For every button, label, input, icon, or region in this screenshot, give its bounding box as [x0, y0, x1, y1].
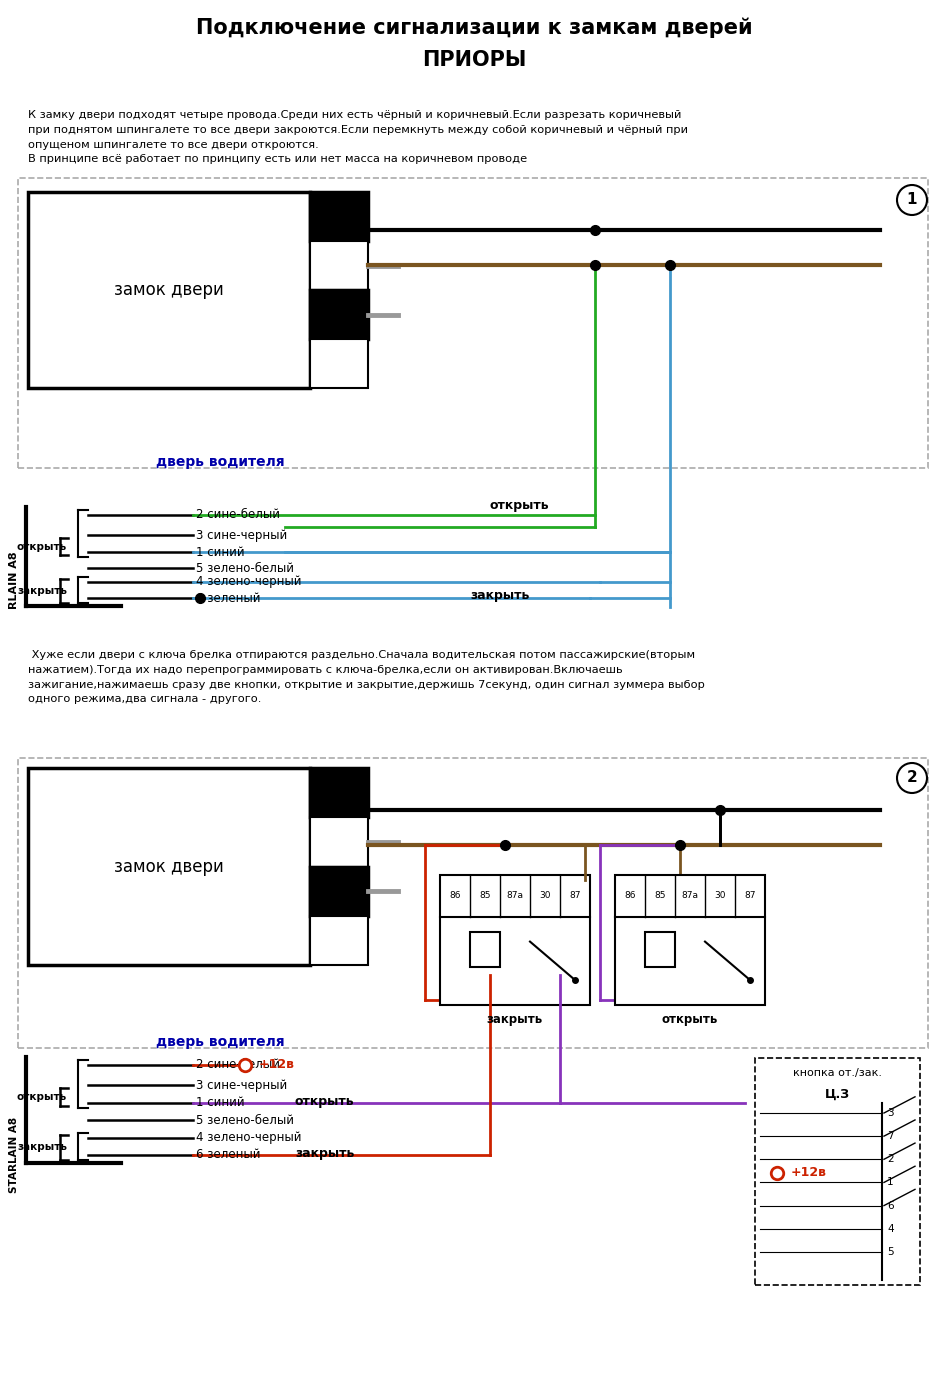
Bar: [645, 931, 675, 966]
Text: 85: 85: [654, 892, 665, 900]
Text: 5 зелено-белый: 5 зелено-белый: [196, 1113, 294, 1127]
Text: дверь водителя: дверь водителя: [155, 1035, 284, 1048]
Text: открыть: открыть: [662, 1014, 719, 1026]
Circle shape: [897, 763, 927, 793]
Bar: [615, 875, 765, 1005]
Text: закрыть: закрыть: [17, 586, 67, 596]
Bar: [310, 818, 368, 867]
Text: 3 сине-черный: 3 сине-черный: [196, 528, 287, 541]
Bar: [310, 338, 368, 389]
Text: 87a: 87a: [682, 892, 699, 900]
Bar: [28, 192, 310, 389]
Text: замок двери: замок двери: [114, 857, 224, 875]
Bar: [440, 875, 590, 1005]
Text: замок двери: замок двери: [114, 281, 224, 299]
Text: 4: 4: [887, 1223, 894, 1233]
Text: 87: 87: [569, 892, 581, 900]
Text: дверь водителя: дверь водителя: [155, 454, 284, 468]
Text: 1 синий: 1 синий: [196, 545, 245, 558]
Text: 87a: 87a: [506, 892, 523, 900]
Text: 86: 86: [624, 892, 636, 900]
Text: 5 зелено-белый: 5 зелено-белый: [196, 562, 294, 575]
Bar: [310, 768, 368, 818]
Bar: [310, 867, 368, 916]
Text: закрыть: закрыть: [17, 1142, 67, 1152]
Text: 1: 1: [887, 1177, 894, 1187]
Text: 5: 5: [887, 1247, 894, 1257]
Text: STARLAIN A8: STARLAIN A8: [9, 1117, 19, 1192]
Bar: [310, 289, 368, 338]
Text: ПРИОРЫ: ПРИОРЫ: [422, 50, 526, 70]
Text: 3 сине-черный: 3 сине-черный: [196, 1078, 287, 1092]
Text: 87: 87: [744, 892, 756, 900]
Bar: [310, 916, 368, 965]
Text: Подключение сигнализации к замкам дверей: Подключение сигнализации к замкам дверей: [195, 18, 753, 39]
Text: 30: 30: [714, 892, 726, 900]
Text: 1 синий: 1 синий: [196, 1096, 245, 1110]
Bar: [310, 240, 368, 289]
Text: открыть: открыть: [490, 499, 550, 512]
Text: закрыть: закрыть: [295, 1146, 355, 1159]
Text: открыть: открыть: [295, 1095, 355, 1107]
Text: 4 зелено-черный: 4 зелено-черный: [196, 1131, 301, 1145]
Text: 6: 6: [887, 1201, 894, 1211]
Text: 6 зеленый: 6 зеленый: [196, 591, 261, 604]
Circle shape: [897, 185, 927, 215]
Bar: [18, 178, 928, 468]
Text: +12в: +12в: [259, 1058, 295, 1071]
Bar: [28, 768, 310, 965]
Text: Хуже если двери с ключа брелка отпираются раздельно.Сначала водительская потом п: Хуже если двери с ключа брелка отпираютс…: [28, 650, 705, 705]
Text: +12в: +12в: [791, 1166, 827, 1180]
Bar: [470, 931, 500, 966]
Text: 3: 3: [887, 1109, 894, 1118]
Text: К замку двери подходят четыре провода.Среди них есть чёрный и коричневый.Если ра: К замку двери подходят четыре провода.Ср…: [28, 110, 688, 165]
Bar: [755, 1058, 920, 1285]
Text: 1: 1: [906, 193, 918, 207]
Text: RLAIN A8: RLAIN A8: [9, 551, 19, 608]
Text: открыть: открыть: [17, 541, 67, 551]
Text: 85: 85: [480, 892, 491, 900]
Text: закрыть: закрыть: [470, 590, 529, 603]
Text: 6 зеленый: 6 зеленый: [196, 1149, 261, 1162]
Text: кнопка от./зак.: кнопка от./зак.: [793, 1068, 882, 1078]
Bar: [18, 758, 928, 1048]
Text: закрыть: закрыть: [487, 1014, 543, 1026]
Text: 2 сине-белый: 2 сине-белый: [196, 1058, 280, 1071]
Text: 2: 2: [887, 1155, 894, 1165]
Text: 7: 7: [887, 1131, 894, 1141]
Text: открыть: открыть: [17, 1092, 67, 1102]
Text: Ц.З: Ц.З: [825, 1088, 850, 1102]
Text: 4 зелено-черный: 4 зелено-черный: [196, 576, 301, 589]
Text: 86: 86: [449, 892, 461, 900]
Text: 30: 30: [539, 892, 551, 900]
Text: 2: 2: [906, 770, 918, 786]
Text: 2 сине-белый: 2 сине-белый: [196, 509, 280, 521]
Bar: [310, 192, 368, 240]
